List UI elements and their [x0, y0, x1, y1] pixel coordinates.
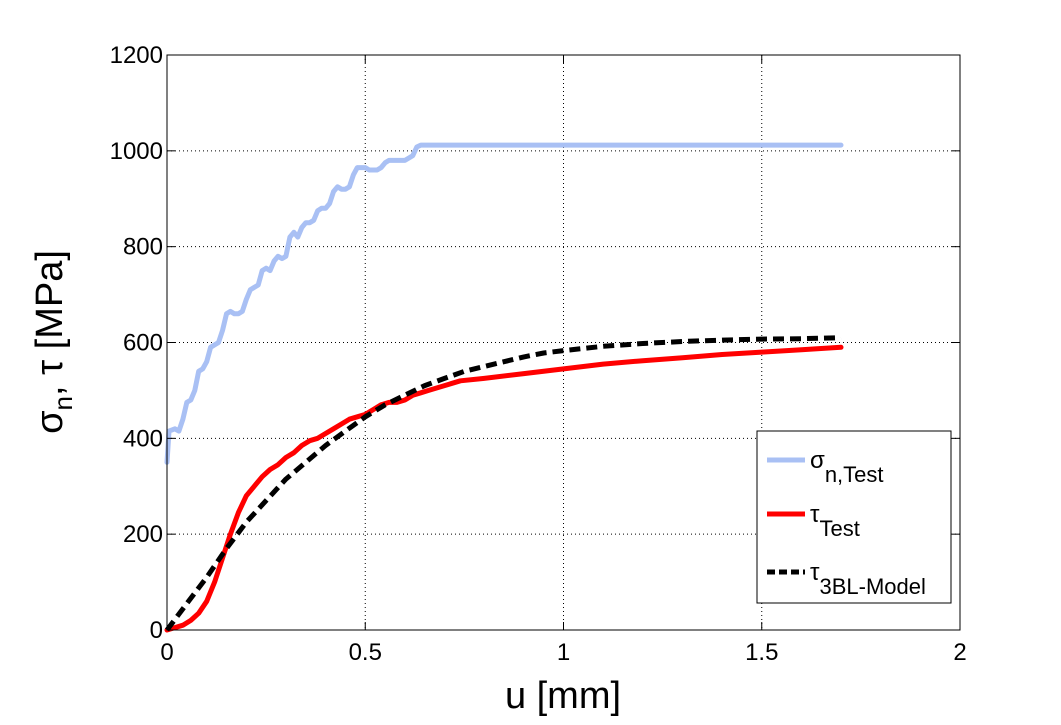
series-lines	[164, 142, 844, 633]
x-tick-label: 0	[160, 639, 173, 666]
y-tick-label: 1000	[110, 138, 163, 165]
series-line-tau_test	[164, 344, 844, 633]
y-tick-label: 800	[123, 234, 163, 261]
x-tick-label: 1.5	[745, 639, 778, 666]
y-tick-label: 0	[150, 617, 163, 644]
x-tick-label: 2	[953, 639, 966, 666]
x-tick-labels: 0 0.5 1 1.5 2	[160, 639, 966, 666]
y-axis-title-group: σn, τ [MPa]	[29, 250, 78, 434]
legend: σn,Test τTest τ3BL-Model	[756, 430, 952, 604]
axis-ticks	[166, 54, 961, 631]
series-line-tau_3bl_model	[164, 335, 842, 632]
legend-label-sigma_n_test: σn,Test	[810, 447, 884, 487]
x-tick-label: 1	[557, 639, 570, 666]
y-tick-label: 400	[123, 425, 163, 452]
y-axis-title: σn, τ [MPa]	[29, 250, 78, 434]
legend-label-tau_test: τTest	[810, 501, 860, 541]
y-tick-label: 1200	[110, 42, 163, 69]
y-tick-labels: 0 200 400 600 800 1000 1200	[110, 42, 163, 644]
x-tick-label: 0.5	[349, 639, 382, 666]
legend-label-tau_3bl_model: τ3BL-Model	[810, 559, 926, 599]
y-tick-label: 200	[123, 521, 163, 548]
legend-items: σn,Test τTest τ3BL-Model	[767, 447, 926, 599]
series-line-sigma_n_test	[164, 142, 844, 465]
x-axis-title: u [mm]	[505, 675, 621, 717]
y-tick-label: 600	[123, 330, 163, 357]
